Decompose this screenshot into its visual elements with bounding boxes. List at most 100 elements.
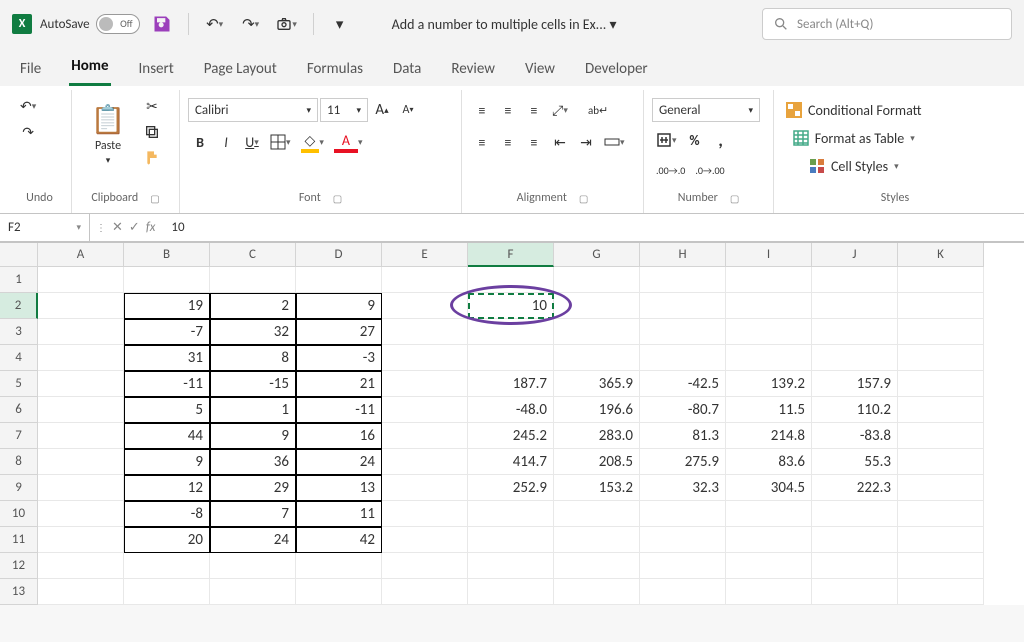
cell[interactable]: [124, 267, 210, 293]
cell[interactable]: 29: [210, 475, 296, 501]
cell[interactable]: -7: [124, 319, 210, 345]
align-top-button[interactable]: ≡: [470, 98, 494, 122]
copy-button[interactable]: [140, 120, 164, 144]
cell[interactable]: 21: [296, 371, 382, 397]
cell[interactable]: [38, 371, 124, 397]
cell[interactable]: [812, 501, 898, 527]
cell[interactable]: [812, 345, 898, 371]
align-right-button[interactable]: ≡: [522, 130, 546, 154]
cell[interactable]: [554, 345, 640, 371]
cell[interactable]: -83.8: [812, 423, 898, 449]
cell[interactable]: [898, 345, 984, 371]
cell[interactable]: 414.7: [468, 449, 554, 475]
cell-styles-button[interactable]: Cell Styles: [782, 154, 926, 178]
cell[interactable]: [898, 397, 984, 423]
cell[interactable]: 36: [210, 449, 296, 475]
cell[interactable]: [296, 267, 382, 293]
cell[interactable]: [726, 319, 812, 345]
cell[interactable]: [898, 423, 984, 449]
cell[interactable]: 11.5: [726, 397, 812, 423]
column-header[interactable]: D: [296, 243, 382, 267]
cell[interactable]: [640, 553, 726, 579]
redo-button[interactable]: ↷: [16, 120, 40, 144]
undo-button[interactable]: ↶: [16, 94, 40, 118]
font-family-select[interactable]: Calibri▾: [188, 98, 318, 122]
format-painter-button[interactable]: [140, 146, 164, 170]
cell[interactable]: [468, 345, 554, 371]
cell[interactable]: 31: [124, 345, 210, 371]
font-color-button[interactable]: A: [330, 130, 367, 154]
column-header[interactable]: J: [812, 243, 898, 267]
cell[interactable]: [898, 527, 984, 553]
column-header[interactable]: B: [124, 243, 210, 267]
column-header[interactable]: G: [554, 243, 640, 267]
border-button[interactable]: [266, 130, 295, 154]
cell[interactable]: [898, 449, 984, 475]
cell[interactable]: [382, 267, 468, 293]
cell[interactable]: [640, 501, 726, 527]
row-header[interactable]: 9: [0, 475, 38, 501]
cell[interactable]: -15: [210, 371, 296, 397]
cell[interactable]: 245.2: [468, 423, 554, 449]
cell[interactable]: [554, 501, 640, 527]
cell[interactable]: [640, 267, 726, 293]
cell[interactable]: [296, 553, 382, 579]
autosave-toggle[interactable]: AutoSave Off: [40, 14, 140, 34]
column-header[interactable]: E: [382, 243, 468, 267]
cell[interactable]: [898, 267, 984, 293]
cell[interactable]: [554, 267, 640, 293]
cell[interactable]: 9: [296, 293, 382, 319]
row-header[interactable]: 2: [0, 293, 38, 319]
italic-button[interactable]: I: [214, 130, 238, 154]
cell[interactable]: [640, 579, 726, 605]
cell[interactable]: 32.3: [640, 475, 726, 501]
tab-insert[interactable]: Insert: [137, 54, 176, 86]
cell[interactable]: [554, 553, 640, 579]
cell[interactable]: -80.7: [640, 397, 726, 423]
cell[interactable]: [898, 293, 984, 319]
cell[interactable]: -3: [296, 345, 382, 371]
tab-page-layout[interactable]: Page Layout: [202, 54, 279, 86]
row-header[interactable]: 3: [0, 319, 38, 345]
cell[interactable]: [38, 345, 124, 371]
tab-review[interactable]: Review: [449, 54, 497, 86]
cell[interactable]: [554, 579, 640, 605]
cell[interactable]: 10: [468, 293, 554, 319]
cell[interactable]: [210, 267, 296, 293]
cell[interactable]: 11: [296, 501, 382, 527]
cell[interactable]: [812, 553, 898, 579]
cell[interactable]: [640, 293, 726, 319]
cell[interactable]: 2: [210, 293, 296, 319]
row-header[interactable]: 6: [0, 397, 38, 423]
cell[interactable]: 9: [124, 449, 210, 475]
underline-button[interactable]: U: [240, 130, 264, 154]
cell[interactable]: 16: [296, 423, 382, 449]
cell[interactable]: [210, 553, 296, 579]
shrink-font-button[interactable]: A▾: [396, 98, 420, 122]
align-bottom-button[interactable]: ≡: [522, 98, 546, 122]
camera-qat-button[interactable]: [273, 10, 301, 38]
cell[interactable]: [726, 345, 812, 371]
grow-font-button[interactable]: A▴: [370, 98, 394, 122]
cell[interactable]: [468, 527, 554, 553]
cell[interactable]: [812, 527, 898, 553]
align-middle-button[interactable]: ≡: [496, 98, 520, 122]
cell[interactable]: 214.8: [726, 423, 812, 449]
cell[interactable]: 153.2: [554, 475, 640, 501]
cell[interactable]: 9: [210, 423, 296, 449]
cell[interactable]: -42.5: [640, 371, 726, 397]
paste-button[interactable]: 📋 Paste ▾: [80, 94, 136, 174]
worksheet-grid[interactable]: ABCDEFGHIJK121929103-732274318-35-11-152…: [0, 242, 1024, 605]
align-left-button[interactable]: ≡: [470, 130, 494, 154]
cell[interactable]: [38, 267, 124, 293]
cell[interactable]: [468, 267, 554, 293]
dialog-launcher-icon[interactable]: ▢: [333, 192, 342, 205]
cell[interactable]: [124, 579, 210, 605]
cell[interactable]: [382, 319, 468, 345]
wrap-text-button[interactable]: ab↵: [584, 98, 612, 122]
column-header[interactable]: A: [38, 243, 124, 267]
cell[interactable]: 157.9: [812, 371, 898, 397]
cell[interactable]: [468, 319, 554, 345]
cell[interactable]: [38, 527, 124, 553]
column-header[interactable]: K: [898, 243, 984, 267]
